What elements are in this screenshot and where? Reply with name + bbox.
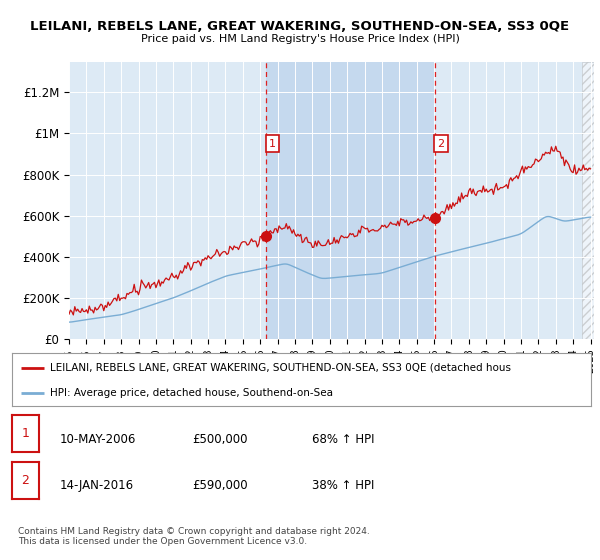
Text: £500,000: £500,000: [192, 433, 248, 446]
Text: £590,000: £590,000: [192, 479, 248, 492]
Bar: [582, 62, 594, 339]
Text: LEILANI, REBELS LANE, GREAT WAKERING, SOUTHEND-ON-SEA, SS3 0QE (detached hous: LEILANI, REBELS LANE, GREAT WAKERING, SO…: [50, 363, 511, 373]
Text: 2: 2: [22, 474, 29, 487]
Text: 68% ↑ HPI: 68% ↑ HPI: [312, 433, 374, 446]
Text: 2: 2: [437, 139, 445, 149]
Text: Price paid vs. HM Land Registry's House Price Index (HPI): Price paid vs. HM Land Registry's House …: [140, 34, 460, 44]
Text: 10-MAY-2006: 10-MAY-2006: [60, 433, 136, 446]
Bar: [266, 62, 435, 339]
Text: HPI: Average price, detached house, Southend-on-Sea: HPI: Average price, detached house, Sout…: [50, 388, 332, 398]
Text: 38% ↑ HPI: 38% ↑ HPI: [312, 479, 374, 492]
Text: 1: 1: [22, 427, 29, 440]
Text: 1: 1: [269, 139, 276, 149]
Text: LEILANI, REBELS LANE, GREAT WAKERING, SOUTHEND-ON-SEA, SS3 0QE: LEILANI, REBELS LANE, GREAT WAKERING, SO…: [31, 20, 569, 32]
Text: 14-JAN-2016: 14-JAN-2016: [60, 479, 134, 492]
Text: Contains HM Land Registry data © Crown copyright and database right 2024.
This d: Contains HM Land Registry data © Crown c…: [18, 526, 370, 546]
